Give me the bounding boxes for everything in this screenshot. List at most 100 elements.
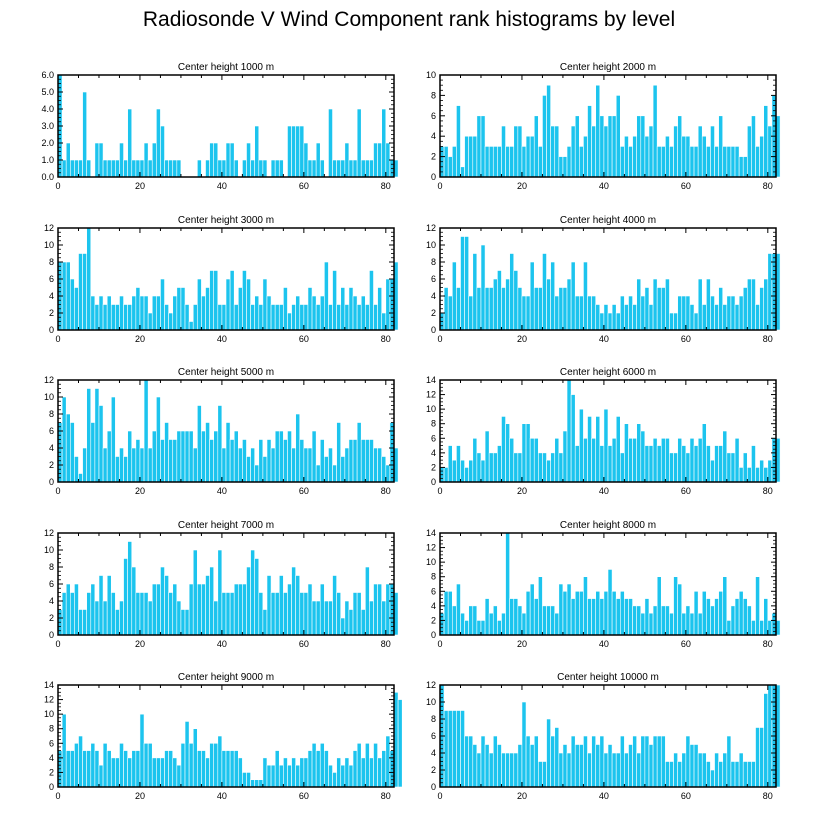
histogram-bar [106, 159, 112, 178]
histogram-bar [574, 590, 580, 636]
histogram-bar [480, 115, 486, 178]
histogram-bar [730, 605, 736, 636]
histogram-bar [221, 159, 227, 178]
histogram-bar [464, 236, 469, 331]
histogram-bar [119, 295, 124, 331]
x-tick-label: 60 [299, 181, 309, 191]
histogram-bar [197, 583, 202, 636]
histogram-bar [266, 295, 272, 331]
histogram-bar [98, 764, 104, 788]
histogram-bar [164, 422, 169, 483]
histogram-bar [135, 592, 141, 636]
histogram-bar [348, 439, 354, 483]
histogram-bar [233, 583, 239, 636]
histogram-bar [566, 146, 572, 178]
histogram-bar [734, 437, 740, 483]
histogram-bar [365, 566, 370, 636]
histogram-bar [147, 600, 153, 636]
y-tick-label: 6 [49, 738, 54, 748]
histogram-bar [701, 304, 707, 331]
y-tick-label: 2 [431, 765, 436, 775]
histogram-bar [201, 750, 206, 788]
histogram-bar [151, 142, 157, 178]
histogram-bar [460, 166, 465, 178]
panel-title: Center height 3000 m [178, 215, 274, 226]
histogram-bar [369, 270, 374, 331]
y-tick-label: 12 [44, 695, 54, 705]
histogram-bar [554, 612, 560, 636]
x-tick-label: 60 [299, 334, 309, 344]
histogram-bar [685, 295, 691, 331]
histogram-bar [270, 159, 276, 178]
histogram-bar [738, 156, 744, 178]
histogram-bar [65, 261, 71, 331]
histogram-bar [270, 592, 276, 636]
y-tick-label: 0.0 [41, 172, 54, 182]
histogram-bar [78, 253, 83, 331]
histogram-bar [242, 159, 247, 178]
histogram-bar [156, 396, 161, 483]
histogram-bar [660, 437, 666, 483]
y-tick-label: 12 [426, 223, 436, 233]
histogram-bar [763, 693, 769, 788]
histogram-bar [570, 261, 576, 331]
histogram-bar [628, 744, 633, 788]
histogram-bar [574, 744, 580, 788]
histogram-bar [747, 467, 752, 483]
histogram-bar [464, 620, 469, 636]
y-tick-label: 2 [49, 767, 54, 777]
histogram-bar [295, 295, 301, 331]
histogram-bar [168, 750, 174, 788]
histogram-bar [274, 592, 280, 636]
histogram-bar [738, 467, 744, 483]
histogram-bar [546, 718, 551, 788]
panel-title: Center height 4000 m [560, 215, 656, 226]
histogram-bar [747, 278, 752, 331]
histogram-bar [730, 452, 736, 483]
histogram-bar [488, 752, 494, 788]
histogram-bar [209, 270, 215, 331]
histogram-bar [767, 125, 773, 178]
histogram-bar [628, 598, 633, 636]
histogram-bar [480, 620, 486, 636]
histogram-bar [734, 146, 740, 178]
histogram-bar [82, 609, 87, 636]
histogram-bar [730, 295, 736, 331]
x-tick-label: 0 [55, 791, 60, 801]
histogram-bar [172, 757, 178, 788]
histogram-bar [365, 439, 370, 483]
panel-title: Center height 10000 m [557, 672, 659, 683]
histogram-bar [377, 287, 383, 331]
histogram-bar [599, 735, 605, 788]
histogram-bar [94, 750, 100, 788]
histogram-bar [624, 752, 629, 788]
histogram-bar [542, 605, 547, 636]
histogram-bar [266, 764, 272, 788]
histogram-bar [135, 287, 141, 331]
histogram-bar [488, 146, 494, 178]
histogram-bar [595, 84, 601, 178]
histogram-bar [710, 125, 715, 178]
histogram-bar [644, 445, 650, 483]
y-tick-label: 6.0 [41, 70, 54, 80]
histogram-bar [69, 592, 75, 636]
histogram-bar [86, 592, 92, 636]
histogram-bar [562, 744, 568, 788]
y-tick-label: 2 [431, 462, 436, 472]
panel-6: Center height 6000 m 0 20 40 60 80 0 2 4 6 8 10 12 14 [426, 367, 781, 496]
histogram-bar [344, 600, 350, 636]
histogram-bar [262, 757, 268, 788]
histogram-bar [115, 159, 120, 178]
histogram-bar [110, 592, 116, 636]
histogram-bar [229, 592, 235, 636]
histogram-bar [644, 598, 650, 636]
histogram-bar [131, 295, 137, 331]
histogram-bar [685, 135, 691, 178]
histogram-bar [147, 742, 153, 788]
y-tick-label: 10 [426, 404, 436, 414]
histogram-bar [78, 735, 83, 788]
histogram-bar [365, 304, 370, 331]
histogram-bar [377, 447, 383, 483]
histogram-bar [730, 146, 736, 178]
y-tick-label: 0 [431, 782, 436, 792]
